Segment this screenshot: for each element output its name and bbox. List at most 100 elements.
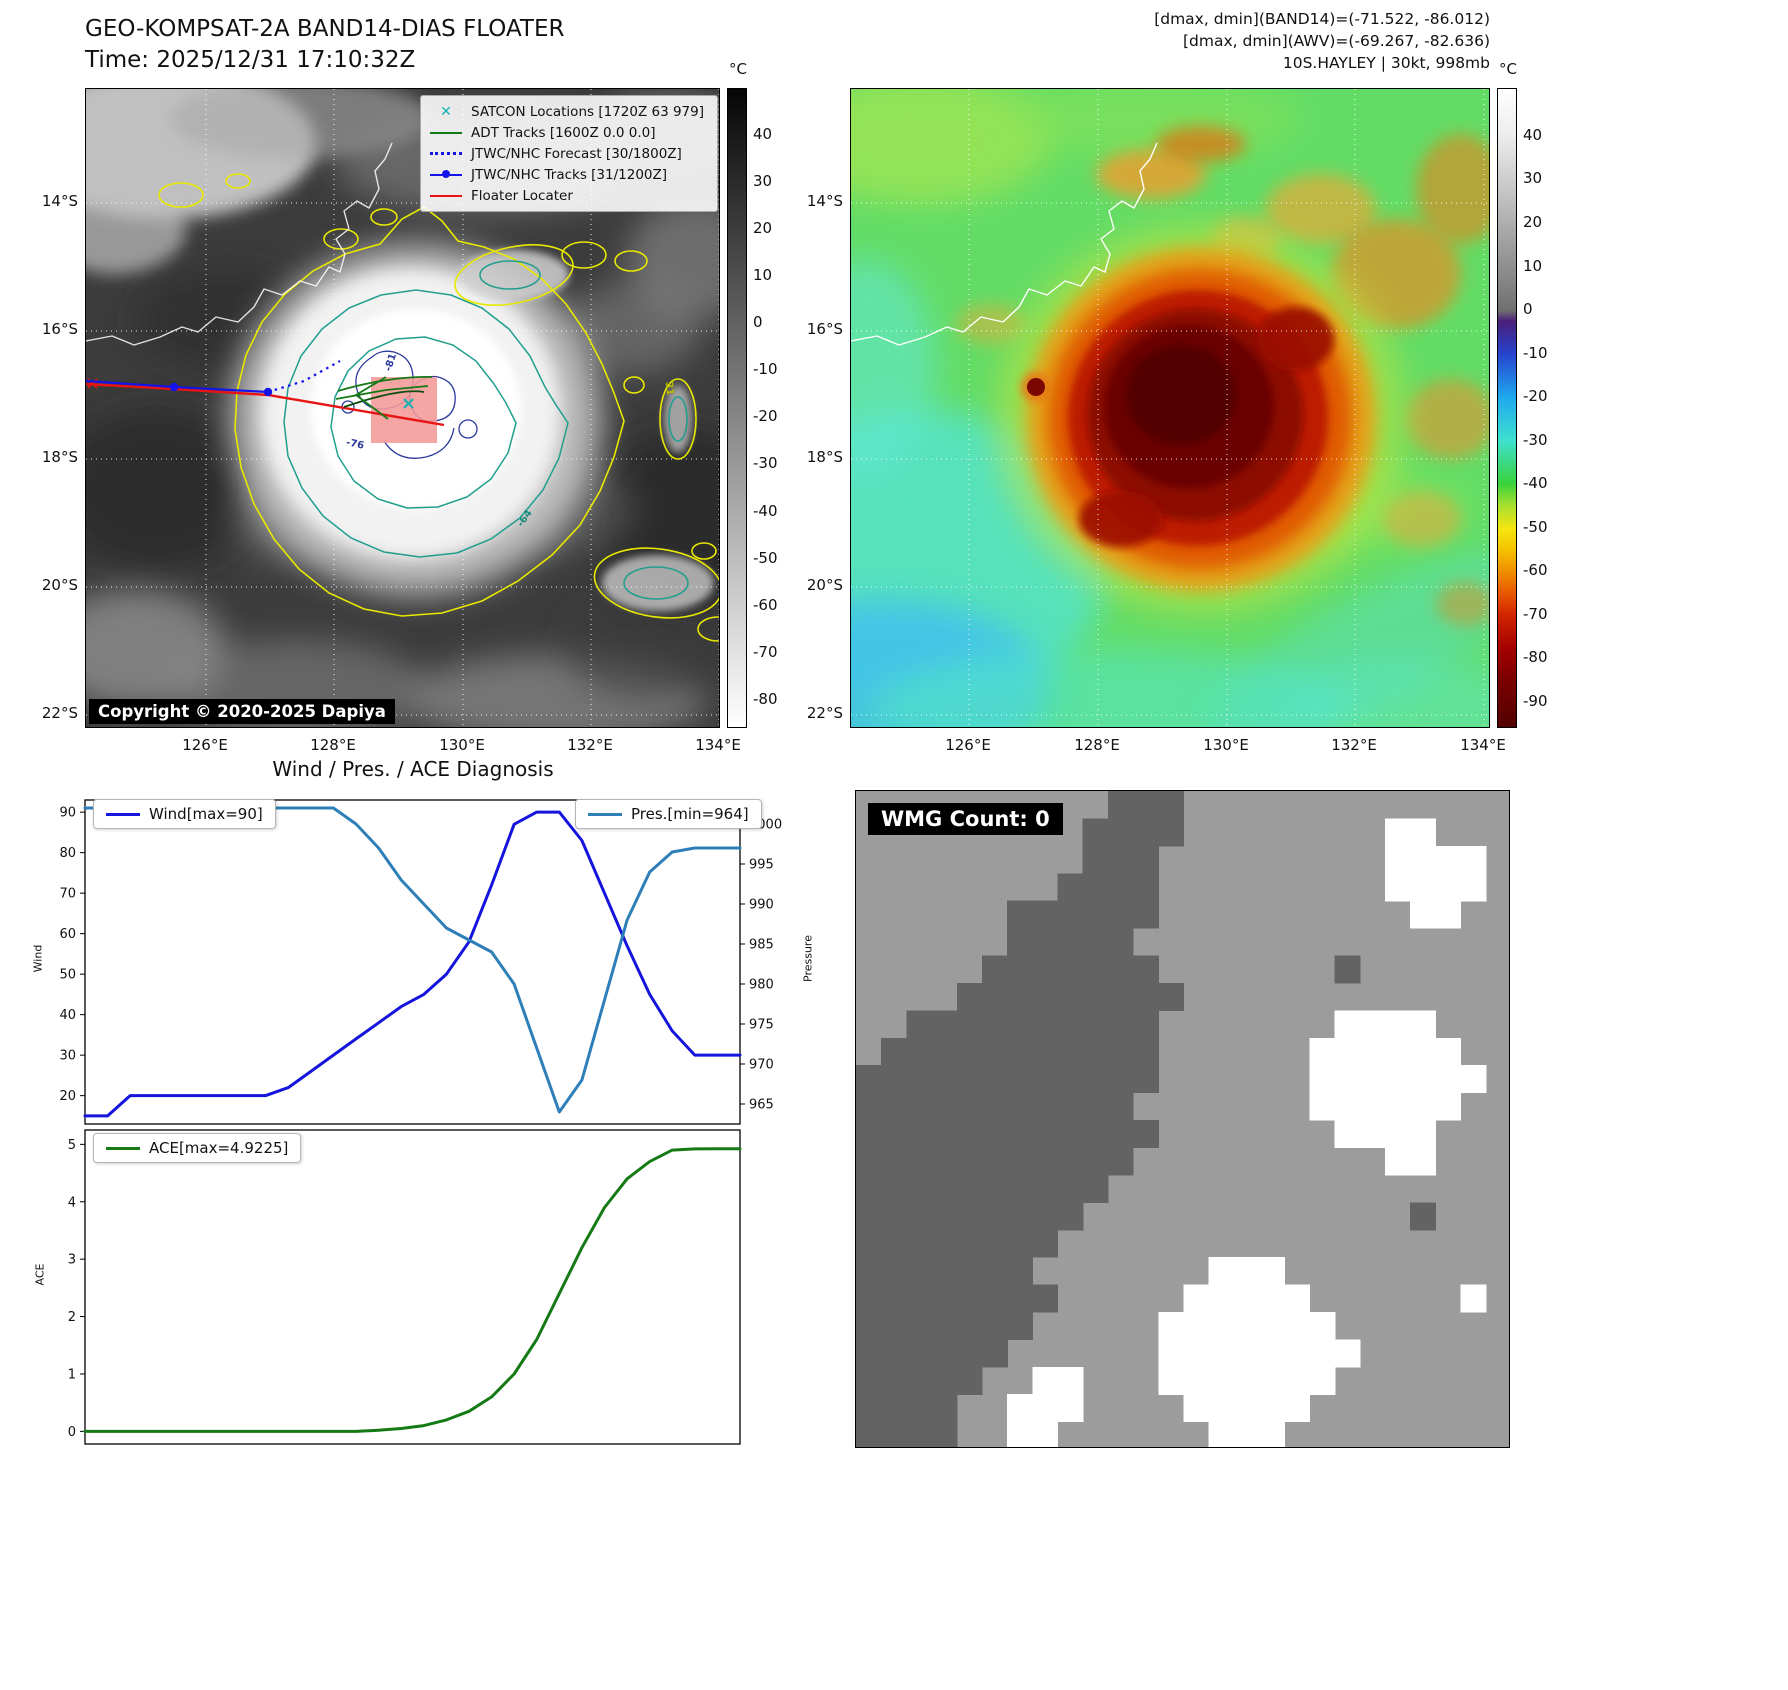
svg-text:3: 3 bbox=[68, 1253, 76, 1268]
svg-text:2: 2 bbox=[68, 1310, 76, 1325]
colorbar-tick-label: -50 bbox=[1523, 517, 1548, 536]
contour-value-label: 31 bbox=[662, 381, 676, 396]
lat-tick-label: 14°S bbox=[41, 192, 78, 210]
wind-line-swatch bbox=[106, 812, 140, 816]
svg-text:80: 80 bbox=[59, 846, 76, 861]
legend-item-satcon: ✕ SATCON Locations [1720Z 63 979] bbox=[430, 103, 708, 120]
ace-chart: 0 1 2 3 4 5 bbox=[68, 1129, 742, 1445]
jtwc-forecast-line bbox=[267, 360, 341, 394]
colorbar-tick-label: -80 bbox=[753, 689, 778, 708]
svg-text:4: 4 bbox=[68, 1195, 76, 1210]
adt-line-icon bbox=[430, 131, 462, 134]
lon-tick-label: 132°E bbox=[567, 736, 613, 754]
pressure-line-swatch bbox=[588, 812, 622, 816]
colorbar-unit-label: °C bbox=[1499, 60, 1517, 78]
colorbar-tick-label: -60 bbox=[753, 595, 778, 614]
svg-text:5: 5 bbox=[68, 1138, 76, 1153]
svg-text:1: 1 bbox=[68, 1367, 76, 1382]
ace-axis-name: ACE bbox=[33, 1263, 47, 1286]
colorbar-tick-label: 0 bbox=[1523, 300, 1533, 319]
adt-track-line bbox=[354, 376, 389, 420]
svg-text:975: 975 bbox=[749, 1018, 774, 1033]
lon-tick-label: 130°E bbox=[439, 736, 485, 754]
colorbar-tick-label: 10 bbox=[1523, 256, 1543, 275]
legend-item-adt: ADT Tracks [1600Z 0.0 0.0] bbox=[430, 124, 708, 141]
wind-legend-label: Wind[max=90] bbox=[149, 805, 263, 823]
svg-text:0: 0 bbox=[68, 1425, 76, 1440]
colorbar-tick-label: 20 bbox=[1523, 212, 1543, 231]
floater-line-icon bbox=[430, 194, 462, 197]
lat-tick-label: 22°S bbox=[41, 704, 78, 722]
map-legend: ✕ SATCON Locations [1720Z 63 979] ADT Tr… bbox=[420, 95, 718, 212]
pressure-legend: Pres.[min=964] bbox=[575, 799, 762, 829]
colorbar-tick-label: 40 bbox=[1523, 125, 1543, 144]
lat-tick-label: 14°S bbox=[806, 192, 843, 210]
legend-label: JTWC/NHC Forecast [30/1800Z] bbox=[471, 145, 682, 162]
storm-cloud-core bbox=[231, 244, 714, 611]
diagnosis-title: Wind / Pres. / ACE Diagnosis bbox=[272, 757, 554, 781]
colorbar-tick-label: 10 bbox=[753, 266, 773, 285]
svg-text:90: 90 bbox=[59, 806, 76, 821]
lon-tick-label: 134°E bbox=[695, 736, 741, 754]
svg-text:20: 20 bbox=[59, 1089, 76, 1104]
jtwc-track-point bbox=[169, 382, 179, 392]
adt-track-line bbox=[343, 390, 425, 408]
legend-label: SATCON Locations [1720Z 63 979] bbox=[471, 103, 704, 120]
colorbar-tick-label: -90 bbox=[1523, 691, 1548, 710]
lat-tick-label: 16°S bbox=[41, 320, 78, 338]
lon-tick-label: 132°E bbox=[1331, 736, 1377, 754]
grayscale-colorbar bbox=[727, 88, 747, 728]
forecast-dotted-line-icon bbox=[430, 152, 462, 155]
timestamp-label: Time: 2025/12/31 17:10:32Z bbox=[85, 47, 416, 73]
wmg-mask-image bbox=[856, 791, 1509, 1447]
colorbar-tick-label: -40 bbox=[1523, 474, 1548, 493]
storm-cold-blob bbox=[996, 224, 1406, 614]
adt-track-line bbox=[335, 385, 429, 400]
colorbar-tick-label: -20 bbox=[753, 407, 778, 426]
band14-ir-map-panel: ✕ SATCON Locations [1720Z 63 979] ADT Tr… bbox=[85, 88, 720, 728]
series-line bbox=[83, 1147, 742, 1433]
awv-color-image bbox=[851, 89, 1489, 727]
colorbar-tick-label: -30 bbox=[753, 454, 778, 473]
dmax-dmin-band14-readout: [dmax, dmin](BAND14)=(-71.522, -86.012) bbox=[1154, 10, 1490, 28]
page-title: GEO-KOMPSAT-2A BAND14-DIAS FLOATER bbox=[85, 16, 565, 42]
storm-tracks bbox=[86, 360, 445, 427]
rainbow-colorbar bbox=[1497, 88, 1517, 728]
legend-item-tracks: JTWC/NHC Tracks [31/1200Z] bbox=[430, 166, 708, 183]
colorbar-tick-label: -60 bbox=[1523, 561, 1548, 580]
pressure-legend-label: Pres.[min=964] bbox=[631, 805, 749, 823]
colorbar-tick-label: -70 bbox=[1523, 604, 1548, 623]
svg-text:990: 990 bbox=[749, 898, 774, 913]
legend-item-forecast: JTWC/NHC Forecast [30/1800Z] bbox=[430, 145, 708, 162]
copyright-label: Copyright © 2020-2025 Dapiya bbox=[89, 699, 395, 724]
storm-id-intensity-readout: 10S.HAYLEY | 30kt, 998mb bbox=[1282, 54, 1490, 72]
wind-legend: Wind[max=90] bbox=[93, 799, 276, 829]
legend-label: Floater Locater bbox=[471, 187, 573, 204]
legend-item-floater: Floater Locater bbox=[430, 187, 708, 204]
legend-label: JTWC/NHC Tracks [31/1200Z] bbox=[471, 166, 668, 183]
svg-text:995: 995 bbox=[749, 858, 774, 873]
colorbar-tick-label: -10 bbox=[1523, 343, 1548, 362]
lon-tick-label: 126°E bbox=[182, 736, 228, 754]
svg-text:30: 30 bbox=[59, 1049, 76, 1064]
latlon-grid bbox=[851, 89, 1489, 727]
coastline bbox=[851, 142, 1158, 346]
lon-tick-label: 134°E bbox=[1460, 736, 1506, 754]
colorbar-tick-label: -50 bbox=[753, 548, 778, 567]
colorbar-unit-label: °C bbox=[729, 60, 747, 78]
lon-tick-label: 126°E bbox=[945, 736, 991, 754]
legend-label: ADT Tracks [1600Z 0.0 0.0] bbox=[471, 124, 656, 141]
colorbar-tick-label: -40 bbox=[753, 501, 778, 520]
lat-tick-label: 22°S bbox=[806, 704, 843, 722]
coastline bbox=[86, 142, 393, 346]
colorbar-tick-label: -80 bbox=[1523, 648, 1548, 667]
lat-tick-label: 18°S bbox=[806, 448, 843, 466]
adt-track-line bbox=[337, 376, 433, 392]
wind-pressure-chart: 2030405060708090965970975980985990995100… bbox=[59, 799, 782, 1125]
temperature-contours bbox=[158, 173, 719, 642]
colorbar-tick-label: 20 bbox=[753, 219, 773, 238]
track-line-dot-icon bbox=[430, 169, 462, 178]
svg-text:985: 985 bbox=[749, 938, 774, 953]
lat-tick-label: 20°S bbox=[806, 576, 843, 594]
satcon-x-marker bbox=[403, 398, 414, 409]
